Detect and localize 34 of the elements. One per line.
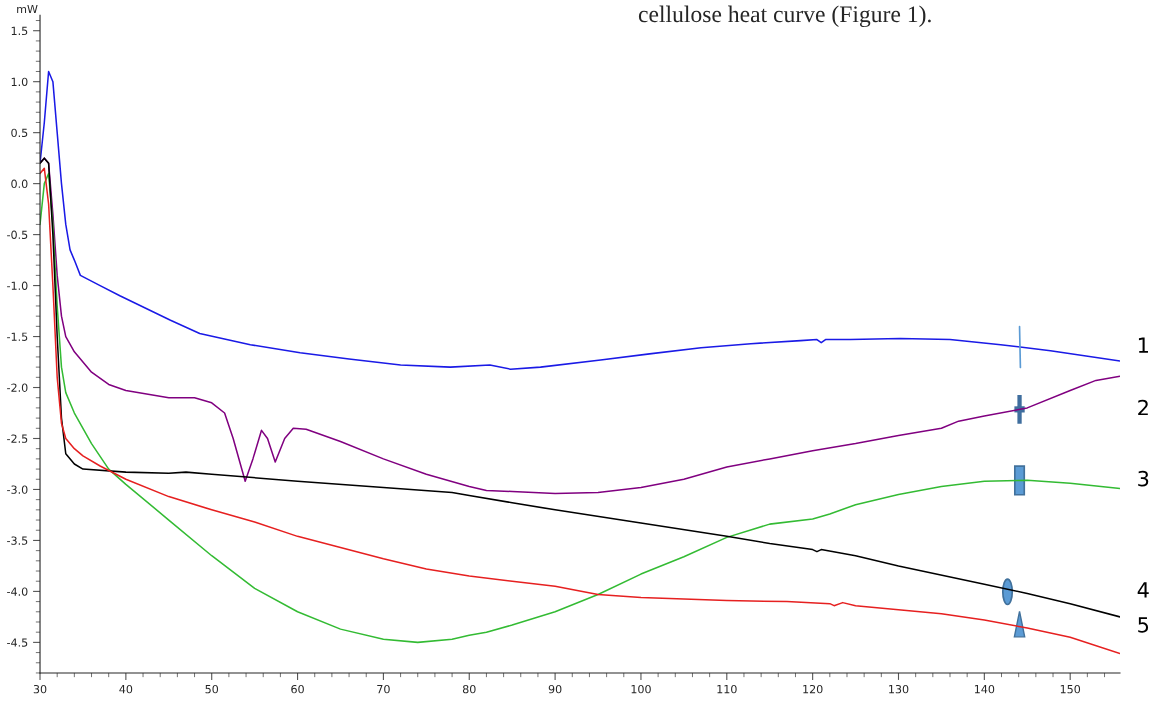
x-tick-label: 80 [462,684,476,694]
y-tick-label: -4.5 [7,638,28,647]
y-tick-label: -3.0 [7,485,28,494]
x-tick-label: 70 [377,684,390,694]
y-axis-title: mW [17,5,38,14]
series-label: 1 [1138,337,1148,353]
x-tick-label: 90 [548,684,562,694]
y-tick-label: -1.5 [7,332,28,341]
x-tick-label: 60 [291,684,304,694]
y-tick-label: 1.0 [11,77,28,87]
series-label: 5 [1138,617,1149,633]
y-tick-label: -1.0 [7,281,28,290]
y-tick-label: -4.0 [7,587,28,596]
x-tick-label: 30 [33,684,47,694]
x-tick-label: 140 [974,684,995,694]
annotation: cellulose heat curve (Figure 1). [638,5,931,28]
x-tick-label: 120 [803,684,823,694]
y-tick-label: 0.5 [11,128,28,138]
x-tick-label: 110 [717,684,737,694]
y-tick-label: -0.5 [7,230,28,239]
x-tick-label: 50 [205,684,219,694]
y-tick-label: -2.5 [7,434,28,443]
series-label: 3 [1138,470,1149,487]
y-tick-label: -2.0 [7,383,28,392]
y-tick-label: 1.5 [11,26,28,36]
x-tick-label: 100 [631,684,651,694]
line-series [40,70,1120,370]
x-tick-label: 40 [119,684,133,694]
series-label: 4 [1137,582,1149,598]
x-tick-label: 150 [1060,684,1081,694]
x-tick-label: 130 [889,684,909,694]
y-tick-label: -3.5 [7,536,28,545]
y-tick-label: 0.0 [11,179,28,189]
series-label: 2 [1138,399,1148,416]
